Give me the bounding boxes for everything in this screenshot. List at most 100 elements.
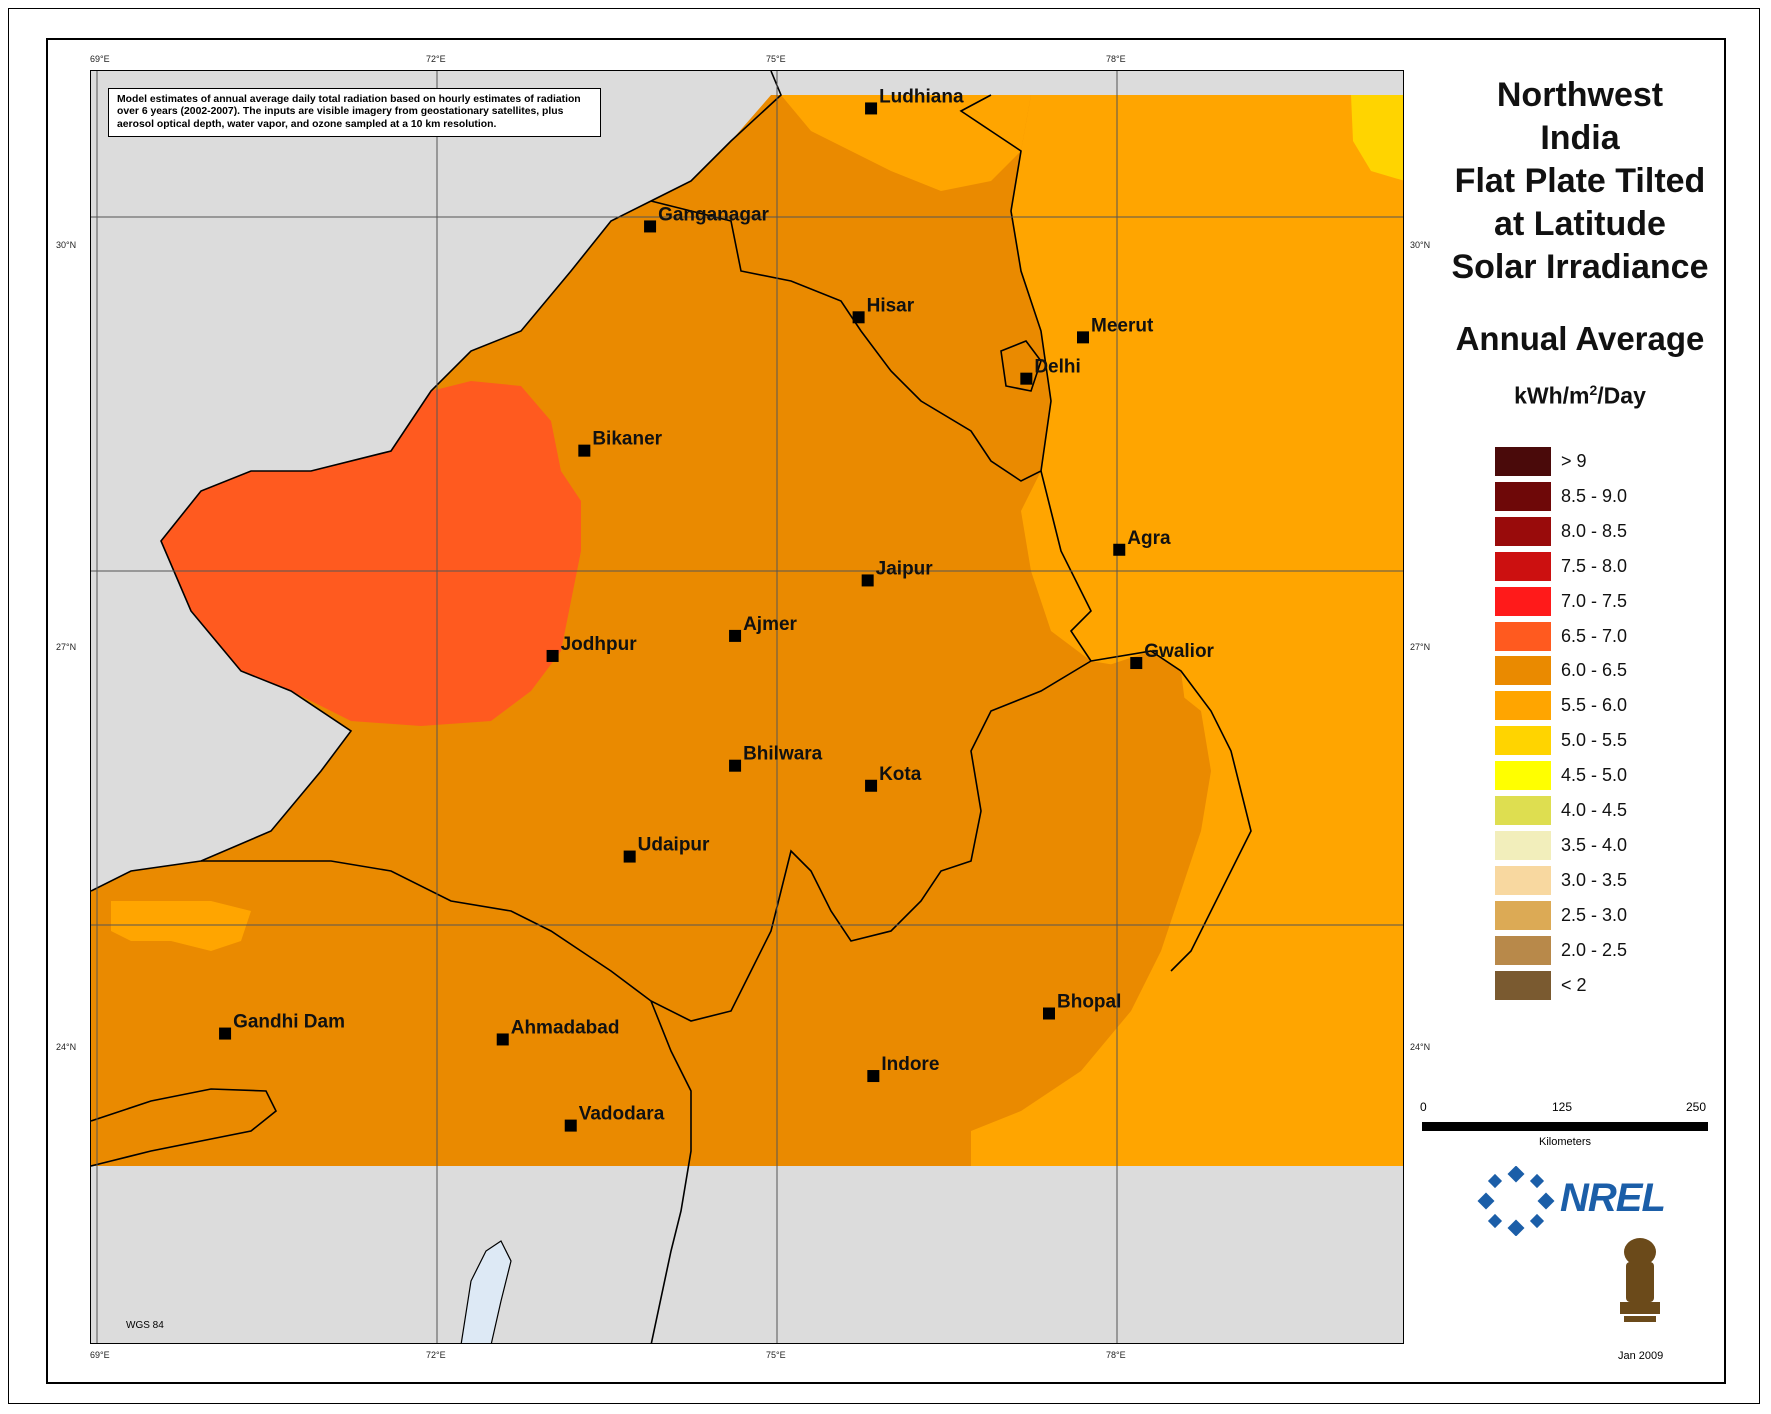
lat-right-label: 24°N	[1410, 1042, 1431, 1052]
lon-bottom-label: 75°E	[766, 1350, 786, 1360]
city-square-icon	[865, 779, 878, 792]
legend-swatch	[1495, 935, 1551, 965]
legend-item: 4.0 - 4.5	[1495, 796, 1695, 828]
region-5.5-6.0-southwest	[111, 901, 251, 951]
city-square-icon	[852, 311, 865, 324]
scale-unit: Kilometers	[1539, 1136, 1591, 1148]
irradiance-map: Ludhiana Ganganagar Hisar Meerut Delhi Bikane…	[90, 70, 1404, 1344]
city-label: Hisar	[867, 295, 915, 316]
legend-item: 6.5 - 7.0	[1495, 621, 1695, 654]
city-label: Meerut	[1091, 315, 1154, 336]
city-square-icon	[219, 1027, 232, 1040]
boundary-delhi	[1000, 340, 1042, 392]
city-marker: Meerut	[1077, 315, 1154, 344]
city-label: Ahmadabad	[511, 1017, 620, 1038]
city-square-icon	[644, 220, 657, 233]
scale-tick: 125	[1552, 1100, 1573, 1114]
lon-top-label: 72°E	[426, 54, 446, 64]
boundary-rajasthan-up	[1040, 470, 1092, 662]
legend-swatch	[1495, 586, 1551, 616]
legend-label: 5.5 - 6.0	[1561, 695, 1628, 716]
methodology-note: Model estimates of annual average daily …	[108, 88, 601, 138]
city-marker: Kota	[865, 764, 922, 792]
lat-left-label: 27°N	[56, 642, 77, 652]
lat-right-label: 30°N	[1410, 240, 1431, 250]
legend-item: 5.5 - 6.0	[1495, 691, 1695, 723]
city-label: Vadodara	[579, 1104, 665, 1125]
city-marker: Gwalior	[1130, 641, 1215, 670]
scale-tick: 250	[1686, 1100, 1707, 1114]
legend-item: 2.5 - 3.0	[1495, 900, 1695, 933]
city-square-icon	[564, 1119, 577, 1132]
unit-tail: /Day	[1597, 382, 1646, 409]
lon-bottom-label: 69°E	[90, 1350, 110, 1360]
legend-swatch	[1495, 970, 1551, 1000]
legend-swatch	[1495, 900, 1551, 930]
legend-label: 7.0 - 7.5	[1561, 590, 1628, 611]
city-square-icon	[546, 649, 559, 662]
legend-item: 7.0 - 7.5	[1495, 586, 1695, 619]
legend-item: 3.0 - 3.5	[1495, 865, 1695, 898]
nrel-logo: NREL	[1476, 1165, 1676, 1237]
boundary-coast	[91, 1088, 278, 1167]
city-marker: Bhilwara	[729, 744, 823, 772]
city-marker: Agra	[1113, 528, 1171, 556]
title-line: India	[1540, 119, 1620, 157]
legend-swatch	[1495, 761, 1551, 791]
boundary-national-west	[91, 71, 782, 892]
city-label: Bhilwara	[743, 744, 823, 765]
city-marker: Vadodara	[564, 1104, 665, 1132]
legend-label: 3.0 - 3.5	[1561, 869, 1628, 890]
legend-swatch	[1495, 621, 1551, 651]
city-square-icon	[867, 1070, 880, 1083]
legend-label: 4.0 - 4.5	[1561, 800, 1628, 820]
city-square-icon	[729, 629, 742, 642]
sea-gulf	[460, 1240, 512, 1343]
legend-item: 8.5 - 9.0	[1495, 481, 1695, 514]
city-label: Agra	[1127, 528, 1171, 549]
unit-sup: 2	[1589, 382, 1598, 398]
region-5.0-5.5	[1351, 95, 1403, 181]
lon-bottom-label: 78°E	[1106, 1350, 1126, 1360]
legend-label: 8.0 - 8.5	[1561, 520, 1628, 541]
city-marker: Jaipur	[861, 558, 933, 587]
map-frame	[8, 8, 1760, 1404]
city-square-icon	[729, 759, 742, 772]
city-marker: Jodhpur	[546, 634, 638, 662]
city-marker: Ahmadabad	[496, 1017, 620, 1046]
map-sheet	[46, 38, 1726, 1384]
nrel-sunburst-icon	[1477, 1165, 1555, 1237]
lat-right-label: 27°N	[1410, 642, 1431, 652]
city-marker: Gandhi Dam	[219, 1012, 345, 1040]
national-emblem-icon	[1620, 1238, 1660, 1322]
legend-label: 3.5 - 4.0	[1561, 834, 1628, 855]
legend-label: > 9	[1561, 451, 1587, 471]
city-label: Udaipur	[638, 835, 710, 856]
lon-top-label: 78°E	[1106, 54, 1126, 64]
legend-item: 2.0 - 2.5	[1495, 935, 1695, 968]
legend-item: 7.5 - 8.0	[1495, 551, 1695, 584]
legend-swatch	[1495, 865, 1551, 895]
city-square-icon	[861, 574, 874, 587]
legend-item: 4.5 - 5.0	[1495, 761, 1695, 793]
city-square-icon	[1020, 372, 1033, 385]
legend-swatch	[1495, 830, 1551, 860]
legend-label: 8.5 - 9.0	[1561, 485, 1628, 506]
logo-text: NREL	[1560, 1176, 1666, 1220]
lon-top-label: 69°E	[90, 54, 110, 64]
title-line: Flat Plate Tilted	[1454, 162, 1706, 200]
boundary-rajasthan-haryana	[650, 94, 1052, 482]
region-6.5-7.0	[161, 381, 581, 726]
city-label: Indore	[881, 1054, 939, 1075]
city-square-icon	[1130, 657, 1143, 670]
city-label: Ganganagar	[658, 204, 769, 225]
map-subtitle: Annual Average	[1455, 320, 1705, 357]
lon-bottom-label: 72°E	[426, 1350, 446, 1360]
legend-label: < 2	[1561, 974, 1587, 995]
legend-label: 4.5 - 5.0	[1561, 765, 1628, 786]
city-label: Gwalior	[1144, 641, 1214, 662]
city-label: Jodhpur	[561, 634, 638, 655]
legend-swatch	[1495, 796, 1551, 825]
city-marker: Hisar	[852, 295, 915, 324]
map-title: Northwest India Flat Plate Tilted at Lat…	[1428, 74, 1732, 289]
